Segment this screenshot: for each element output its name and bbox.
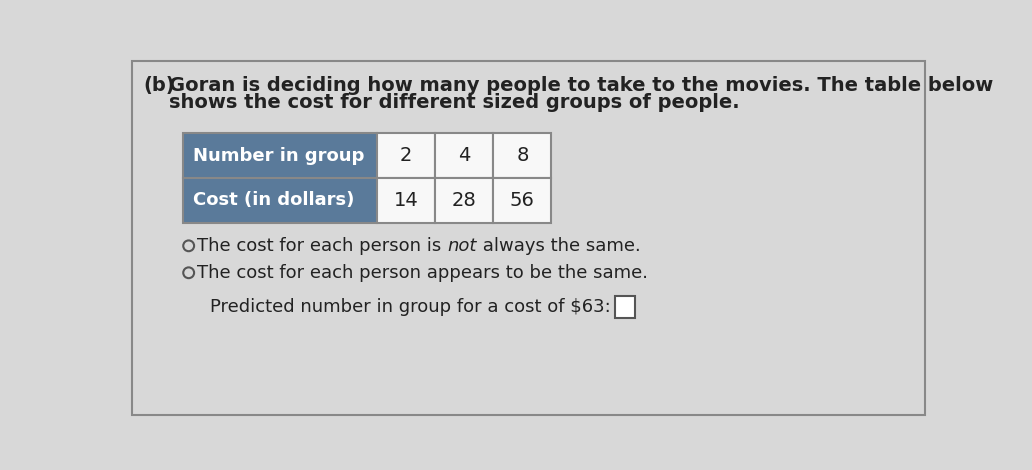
Text: 14: 14 (393, 191, 418, 210)
Bar (615, 297, 635, 318)
Text: 4: 4 (458, 146, 471, 165)
Text: not: not (447, 237, 477, 255)
Text: (b): (b) (143, 76, 174, 94)
Text: 8: 8 (516, 146, 528, 165)
Bar (493, 178, 551, 223)
Text: shows the cost for different sized groups of people.: shows the cost for different sized group… (169, 94, 740, 112)
Bar (184, 133, 377, 178)
Bar (436, 133, 493, 178)
Text: 2: 2 (399, 146, 412, 165)
Text: Cost (in dollars): Cost (in dollars) (193, 191, 354, 210)
Text: Goran is deciding how many people to take to the movies. The table below: Goran is deciding how many people to tak… (169, 76, 994, 94)
Text: 28: 28 (452, 191, 477, 210)
Bar (377, 178, 436, 223)
Bar (377, 133, 436, 178)
Text: The cost for each person is: The cost for each person is (197, 237, 447, 255)
Bar (436, 178, 493, 223)
Text: 56: 56 (510, 191, 535, 210)
Text: The cost for each person appears to be the same.: The cost for each person appears to be t… (197, 264, 648, 282)
Bar (184, 178, 377, 223)
Text: Number in group: Number in group (193, 147, 364, 164)
Text: Predicted number in group for a cost of $63:: Predicted number in group for a cost of … (211, 298, 611, 316)
Bar (493, 133, 551, 178)
Text: always the same.: always the same. (477, 237, 640, 255)
